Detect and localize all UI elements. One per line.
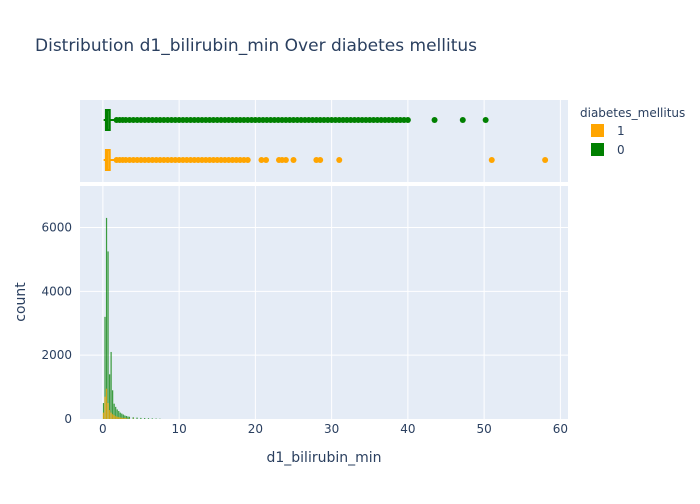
legend-item-1[interactable]: 1 bbox=[591, 124, 625, 138]
histogram-bar-0[interactable] bbox=[107, 251, 108, 419]
x-tick-label: 10 bbox=[171, 422, 186, 436]
main-plot-background bbox=[80, 186, 568, 419]
histogram-bar-1[interactable] bbox=[120, 417, 121, 419]
legend-item-0[interactable]: 0 bbox=[591, 143, 625, 157]
histogram-bar-0[interactable] bbox=[127, 416, 128, 419]
histogram-bar-1[interactable] bbox=[109, 410, 110, 419]
histogram-bar-1[interactable] bbox=[111, 413, 112, 419]
y-tick-label: 2000 bbox=[41, 348, 72, 362]
box-outlier-point-1[interactable] bbox=[542, 157, 548, 163]
legend-swatch-1 bbox=[591, 124, 604, 137]
histogram-bar-1[interactable] bbox=[123, 418, 124, 419]
legend-swatch-0 bbox=[591, 143, 604, 156]
box-outlier-point-1[interactable] bbox=[317, 157, 323, 163]
y-tick-label: 4000 bbox=[41, 284, 72, 298]
box-outlier-point-1[interactable] bbox=[336, 157, 342, 163]
box-outlier-point-1[interactable] bbox=[291, 157, 297, 163]
chart-title: Distribution d1_bilirubin_min Over diabe… bbox=[35, 36, 477, 56]
histogram-bar-1[interactable] bbox=[107, 403, 108, 419]
histogram-bar-1[interactable] bbox=[103, 413, 104, 419]
box-outlier-point-1[interactable] bbox=[283, 157, 289, 163]
y-axis-label: count bbox=[13, 282, 29, 322]
x-tick-label: 0 bbox=[99, 422, 107, 436]
y-tick-label: 6000 bbox=[41, 220, 72, 234]
box-outlier-point-0[interactable] bbox=[460, 117, 466, 123]
histogram-bar-1[interactable] bbox=[121, 418, 122, 419]
y-tick-label: 0 bbox=[64, 412, 72, 426]
histogram-bar-0[interactable] bbox=[111, 352, 112, 419]
marginal-plot-background bbox=[80, 100, 568, 182]
histogram-bar-1[interactable] bbox=[117, 417, 118, 419]
box-outlier-point-1[interactable] bbox=[245, 157, 251, 163]
histogram-bar-0[interactable] bbox=[136, 418, 137, 419]
box-outlier-point-1[interactable] bbox=[489, 157, 495, 163]
histogram-bar-1[interactable] bbox=[118, 417, 119, 419]
histogram-bar-1[interactable] bbox=[126, 418, 127, 419]
x-tick-label: 60 bbox=[553, 422, 568, 436]
legend-label-0: 0 bbox=[617, 143, 625, 157]
x-tick-label: 40 bbox=[400, 422, 415, 436]
box-outlier-point-0[interactable] bbox=[405, 117, 411, 123]
legend-title: diabetes_mellitus bbox=[580, 106, 685, 120]
histogram-bar-1[interactable] bbox=[115, 416, 116, 419]
histogram-bar-1[interactable] bbox=[104, 397, 105, 419]
x-tick-label: 50 bbox=[476, 422, 491, 436]
histogram-bar-0[interactable] bbox=[148, 418, 149, 419]
box-outlier-point-0[interactable] bbox=[432, 117, 438, 123]
histogram-bar-0[interactable] bbox=[144, 418, 145, 419]
box-outlier-point-0[interactable] bbox=[483, 117, 489, 123]
x-tick-label: 20 bbox=[248, 422, 263, 436]
legend: diabetes_mellitus 1 0 bbox=[580, 106, 685, 157]
x-axis-label: d1_bilirubin_min bbox=[266, 450, 381, 466]
histogram-bar-1[interactable] bbox=[114, 415, 115, 419]
legend-label-1: 1 bbox=[617, 124, 625, 138]
x-tick-label: 30 bbox=[324, 422, 339, 436]
histogram-bar-0[interactable] bbox=[152, 418, 153, 419]
histogram-bar-0[interactable] bbox=[140, 418, 141, 419]
box-outlier-point-1[interactable] bbox=[263, 157, 269, 163]
histogram-bar-1[interactable] bbox=[112, 414, 113, 419]
histogram-bar-1[interactable] bbox=[106, 389, 107, 419]
histogram-bar-1[interactable] bbox=[124, 418, 125, 419]
